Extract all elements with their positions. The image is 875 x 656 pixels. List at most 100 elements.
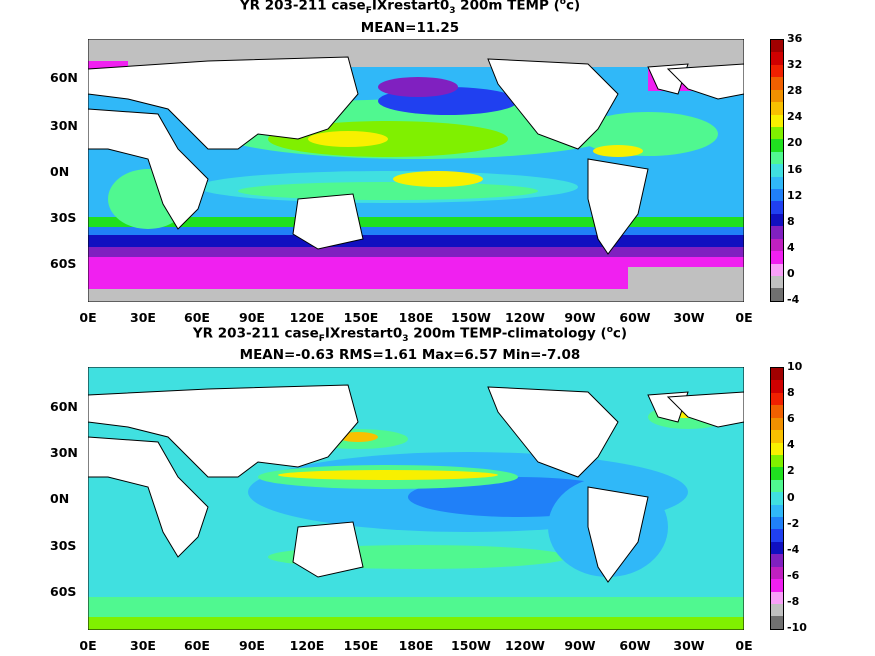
panel2-lon-label: 60E xyxy=(184,638,210,653)
panel1-lon-label: 60W xyxy=(619,310,651,325)
colorbar-swatch xyxy=(771,442,783,455)
colorbar-tick-label: 2 xyxy=(787,464,795,478)
panel2-lat-label: 30S xyxy=(50,538,77,553)
colorbar-swatch xyxy=(771,189,783,202)
panel1-lon-label: 90E xyxy=(239,310,265,325)
panel1-title-part: 200m TEMP ( xyxy=(455,0,560,14)
panel2-title-sub: F xyxy=(318,334,325,345)
panel1-title-sup: o xyxy=(559,0,566,7)
colorbar-tick-label: -4 xyxy=(787,293,800,306)
colorbar-swatch xyxy=(771,238,783,252)
panel2-title: YR 203-211 caseFIXrestart03 200m TEMP-cl… xyxy=(0,325,820,344)
colorbar-swatch xyxy=(771,126,783,140)
colorbar-tick-label: -10 xyxy=(787,621,807,634)
panel2-title-part: IXrestart0 xyxy=(324,325,403,342)
colorbar-swatch xyxy=(771,226,783,239)
colorbar-swatch xyxy=(771,417,783,431)
panel1-lon-label: 90W xyxy=(564,310,596,325)
colorbar-swatch xyxy=(771,102,783,115)
panel1-stats: MEAN=11.25 xyxy=(360,20,460,36)
colorbar-tick-label: 6 xyxy=(787,412,795,426)
colorbar-swatch xyxy=(771,554,783,567)
panel1-lat-label: 30N xyxy=(50,118,78,133)
panel1-map xyxy=(88,39,744,302)
colorbar-swatch xyxy=(771,541,783,555)
panel2-title-sup: o xyxy=(606,325,613,335)
colorbar-tick-label: -4 xyxy=(787,542,800,556)
panel2-lon-label: 0E xyxy=(735,638,753,653)
colorbar-swatch xyxy=(771,213,783,227)
colorbar-tick-label: 16 xyxy=(787,162,803,176)
panel2-lon-label: 120W xyxy=(505,638,545,653)
colorbar-tick-label: -2 xyxy=(787,516,800,530)
colorbar-tick-label: 4 xyxy=(787,240,795,254)
colorbar-tick-label: -6 xyxy=(787,568,800,582)
panel1-colorbar xyxy=(770,39,784,302)
colorbar-tick-label: -8 xyxy=(787,594,800,608)
panel1-lat-label: 60S xyxy=(50,256,77,271)
panel2-map xyxy=(88,367,744,630)
colorbar-swatch xyxy=(771,114,783,127)
colorbar-tick-label: 32 xyxy=(787,58,803,72)
panel2-lon-label: 150W xyxy=(451,638,491,653)
colorbar-swatch xyxy=(771,492,783,505)
colorbar-swatch xyxy=(771,276,783,289)
colorbar-tick-label: 28 xyxy=(787,84,803,98)
colorbar-tick-label: 20 xyxy=(787,136,803,150)
colorbar-swatch xyxy=(771,454,783,468)
panel1-lon-label: 120W xyxy=(505,310,545,325)
panel1-lon-label: 30E xyxy=(130,310,156,325)
colorbar-swatch xyxy=(771,139,783,152)
colorbar-swatch xyxy=(771,529,783,542)
panel2-lon-label: 30W xyxy=(673,638,705,653)
colorbar-swatch xyxy=(771,392,783,406)
panel1-lon-label: 180E xyxy=(398,310,434,325)
panel1-lat-label: 60N xyxy=(50,70,78,85)
colorbar-tick-label: 8 xyxy=(787,386,795,400)
colorbar-swatch xyxy=(771,77,783,90)
panel1-title-sub: F xyxy=(365,6,372,17)
panel2-lat-label: 30N xyxy=(50,445,78,460)
panel2-lon-label: 0E xyxy=(79,638,97,653)
panel2-lon-label: 120E xyxy=(289,638,325,653)
panel1-title: YR 203-211 caseFIXrestart03 200m TEMP (o… xyxy=(0,0,820,16)
panel2-lon-label: 90E xyxy=(239,638,265,653)
colorbar-tick-label: 36 xyxy=(787,32,803,45)
colorbar-swatch xyxy=(771,288,783,301)
colorbar-swatch xyxy=(771,504,783,518)
colorbar-swatch xyxy=(771,164,783,177)
colorbar-swatch xyxy=(771,616,783,629)
panel2-lon-label: 90W xyxy=(564,638,596,653)
colorbar-swatch xyxy=(771,251,783,264)
colorbar-tick-label: 10 xyxy=(787,360,803,373)
colorbar-swatch xyxy=(771,604,783,617)
panel2-colorbar xyxy=(770,367,784,630)
colorbar-swatch xyxy=(771,201,783,214)
panel1-lon-label: 120E xyxy=(289,310,325,325)
colorbar-swatch xyxy=(771,64,783,78)
colorbar-tick-label: 0 xyxy=(787,266,795,280)
colorbar-swatch xyxy=(771,368,783,381)
panel1-lon-label: 0E xyxy=(735,310,753,325)
panel2-lon-label: 150E xyxy=(343,638,379,653)
panel1-title-part: IXrestart0 xyxy=(371,0,450,14)
colorbar-swatch xyxy=(771,40,783,53)
panel2-title-part: 200m TEMP-climatology ( xyxy=(408,325,607,342)
panel1-lon-label: 0E xyxy=(79,310,97,325)
colorbar-swatch xyxy=(771,176,783,190)
panel2-lat-label: 0N xyxy=(50,491,70,506)
colorbar-swatch xyxy=(771,479,783,493)
panel2-lon-label: 60W xyxy=(619,638,651,653)
colorbar-swatch xyxy=(771,89,783,103)
panel1-lon-label: 150E xyxy=(343,310,379,325)
colorbar-tick-label: 0 xyxy=(787,490,795,504)
colorbar-swatch xyxy=(771,566,783,580)
panel2-title-part: YR 203-211 case xyxy=(192,325,319,342)
colorbar-tick-label: 12 xyxy=(787,188,803,202)
panel1-lat-label: 30S xyxy=(50,210,77,225)
panel2-stats: MEAN=-0.63 RMS=1.61 Max=6.57 Min=-7.08 xyxy=(239,347,581,363)
colorbar-swatch xyxy=(771,517,783,530)
colorbar-swatch xyxy=(771,151,783,165)
panel2-lat-label: 60N xyxy=(50,399,78,414)
panel1-title-part: YR 203-211 case xyxy=(239,0,366,14)
